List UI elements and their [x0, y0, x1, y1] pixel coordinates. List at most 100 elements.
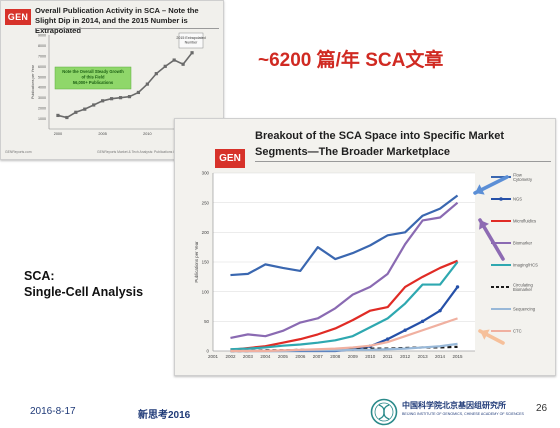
chart2-x-tick-label: 2012 — [400, 354, 411, 359]
card2-title: Breakout of the SCA Space into Specific … — [255, 128, 555, 160]
chart2-y-axis-label: Publications per Year — [194, 241, 199, 283]
chart2-x-tick-label: 2010 — [365, 354, 376, 359]
chart2-y-tick-label: 200 — [202, 230, 210, 235]
chart2-legend-label: Sequencing — [513, 307, 536, 312]
growth-note-line: of this Field — [82, 75, 105, 80]
chart1-data-point — [154, 72, 158, 76]
extrapolated-line: Number — [185, 41, 199, 45]
conference-name: 新思考2016 — [138, 410, 191, 421]
card1-footer-source: GENReports.com — [5, 150, 32, 154]
chart2-data-point — [403, 328, 407, 332]
chart2-x-tick-label: 2003 — [243, 354, 254, 359]
chart1-x-tick-label: 2010 — [143, 132, 151, 136]
chart1-x-tick-label: 2005 — [98, 132, 106, 136]
chart2-legend-label-part: Cytometry — [513, 177, 533, 182]
growth-note-line: Note the Overall Steady Growth — [62, 69, 124, 74]
chart2-legend-label: Circulating Biomarker — [513, 282, 533, 292]
chart1-y-axis-label: Publications per Year — [31, 64, 35, 99]
slide-date: 2016-8-17 — [30, 406, 76, 417]
chart2-legend-label-part: Imaging/HCS — [513, 263, 538, 268]
chart2-legend-label-part: Biomarker — [513, 287, 533, 292]
card1-footer-caption: GENReports Market & Tech Analysis: Publi… — [97, 150, 231, 154]
chart2-y-tick-label: 300 — [202, 171, 210, 176]
chart2-x-tick-label: 2007 — [313, 354, 324, 359]
chart2-y-tick-label: 250 — [202, 200, 210, 205]
chart2-legend-label-part: Circulating — [513, 282, 533, 287]
chart1-y-tick-label: 5000 — [38, 75, 46, 79]
chart2-x-tick-label: 2005 — [278, 354, 289, 359]
chart2-legend-label-part: CTC — [513, 329, 522, 334]
chart2-series-line — [230, 261, 459, 351]
chart1-data-point — [145, 82, 149, 86]
card2-divider — [255, 161, 551, 162]
chart1-data-point — [172, 58, 176, 62]
chart2-legend-label: Flow Cytometry — [513, 172, 533, 182]
chart2-x-tick-label: 2002 — [225, 354, 236, 359]
page-number: 26 — [536, 403, 548, 414]
chart1-data-point — [163, 64, 167, 68]
chart2-x-tick-label: 2006 — [295, 354, 306, 359]
chart2-y-tick-label: 0 — [207, 349, 210, 354]
institute-name-cn: 中国科学院北京基因组研究所 — [402, 401, 506, 410]
chart2-legend-label-part: NGS — [513, 197, 522, 202]
chart2-x-tick-label: 2008 — [330, 354, 341, 359]
growth-note-box — [54, 66, 132, 90]
chart1-data-point — [56, 113, 60, 118]
chart2-x-tick-label: 2015 — [453, 354, 464, 359]
chart1-data-point — [109, 97, 114, 101]
sca-definition: SCA: Single-Cell Analysis — [24, 268, 143, 300]
chart1-extrapolated-note: 2015 Extrapolated Number — [176, 32, 206, 49]
chart1-y-tick-label: 9000 — [38, 34, 46, 38]
gen-logo: GEN — [5, 9, 31, 25]
chart2-legend-label: Imaging/HCS — [513, 263, 538, 268]
chart2-y-tick-label: 150 — [202, 260, 210, 265]
chart2-data-point — [420, 319, 425, 324]
chart1-y-tick-label: 7000 — [38, 54, 46, 58]
flow-cytometry-callout-arrow-head — [475, 184, 485, 195]
institute-logo-icon — [370, 398, 398, 426]
extrapolated-text: 2015 Extrapolated Number — [176, 36, 205, 45]
chart1-series-line — [57, 52, 193, 119]
institute-name-en: BEIJING INSTITUTE OF GENOMICS, CHINESE A… — [402, 412, 524, 416]
flow-cytometry-callout-arrow — [473, 175, 509, 195]
chart1-data-point — [83, 107, 87, 111]
ctc-callout-arrow-head — [480, 329, 490, 340]
card1-title: Overall Publication Activity in SCA – No… — [35, 6, 199, 35]
sca-full-name: Single-Cell Analysis — [24, 285, 144, 299]
sca-abbrev: SCA: — [24, 269, 55, 283]
chart2-series-line — [230, 194, 459, 277]
chart2-x-tick-label: 2011 — [383, 354, 393, 359]
chart2-legend-label-part: Biomarker — [513, 241, 533, 246]
chart2-x-tick-label: 2009 — [348, 354, 359, 359]
slide-headline: ~6200 篇/年 SCA文章 — [258, 50, 444, 71]
chart2-series-line — [230, 317, 458, 353]
chart1-y-tick-label: 6000 — [38, 65, 46, 69]
chart2-legend-label: Microfluidics — [513, 219, 536, 224]
market-segments-card: Breakout of the SCA Space into Specific … — [174, 118, 556, 376]
overall-publication-card: GEN Overall Publication Activity in SCA … — [0, 0, 230, 160]
chart2-legend-label-part: Microfluidics — [513, 219, 536, 224]
chart2-legend-label-part: Flow — [513, 172, 523, 177]
chart2-legend-label-part: Sequencing — [513, 307, 536, 312]
chart1-data-point — [181, 62, 185, 66]
chart1-growth-note: Note the Overall Steady Growth of this Fi… — [54, 66, 132, 90]
ctc-callout-arrow — [478, 329, 505, 345]
extrapolated-line: 2015 Extrapolated — [176, 36, 205, 40]
chart2-data-point — [455, 285, 460, 289]
chart1-y-tick-label: 4000 — [38, 86, 46, 90]
card2-title-line1: Breakout of the SCA Space into Specific … — [255, 130, 504, 142]
chart2-x-tick-label: 2014 — [435, 354, 446, 359]
chart1-data-point — [118, 96, 123, 100]
chart1-data-point — [190, 51, 194, 55]
biomarker-callout-arrow-head — [479, 220, 489, 230]
chart2-x-tick-label: 2013 — [418, 354, 429, 359]
growth-note-line: 56,000+ Publications — [73, 80, 114, 85]
card2-title-line2: Segments—The Broader Marketplace — [255, 146, 451, 158]
chart2-y-tick-label: 50 — [204, 319, 209, 324]
chart1-y-tick-label: 3000 — [38, 96, 46, 100]
biomarker-callout-arrow — [478, 218, 505, 261]
chart2-x-tick-label: 2004 — [260, 354, 271, 359]
chart1-y-tick-label: 1000 — [38, 117, 46, 121]
chart2-legend-label: NGS — [513, 197, 522, 202]
extrapolated-box — [178, 32, 204, 49]
